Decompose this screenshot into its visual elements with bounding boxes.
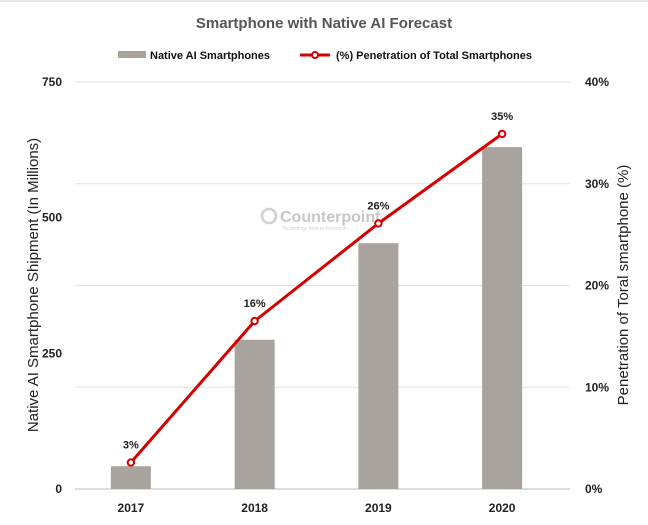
x-tick-label: 2017 [118, 501, 145, 515]
y-tick-label: 0 [55, 482, 62, 496]
watermark: Counterpoint Technology Market Research [260, 207, 381, 232]
data-label: 35% [491, 111, 513, 123]
data-label: 26% [367, 200, 389, 212]
bar [482, 147, 523, 489]
y2-tick-label: 20% [585, 279, 609, 293]
y2-tick-label: 40% [585, 75, 609, 89]
penetration-line [129, 132, 504, 464]
y2-tick-label: 0% [585, 482, 603, 496]
line-point [126, 458, 136, 467]
bar [110, 466, 151, 489]
line-point [374, 219, 383, 228]
x-tick-label: 2020 [489, 501, 516, 515]
line-point [497, 129, 507, 139]
y-axis-label: Native AI Smartphone Shipment (In Millio… [25, 138, 42, 432]
watermark-brand: Counterpoint [280, 209, 381, 226]
bar [358, 243, 399, 489]
y-tick-label: 250 [42, 346, 62, 360]
y-tick-label: 500 [42, 211, 62, 225]
x-tick-label: 2018 [241, 501, 268, 515]
data-label: 3% [123, 440, 139, 452]
counterpoint-logo-icon [260, 207, 278, 225]
y-tick-label: 750 [42, 75, 62, 89]
y2-tick-label: 10% [585, 380, 609, 394]
x-tick-label: 2019 [365, 501, 392, 515]
y2-tick-label: 30% [585, 177, 609, 191]
legend-line-label: (%) Penetration of Total Smartphones [336, 50, 532, 62]
legend-bar-label: Native AI Smartphones [150, 50, 270, 62]
legend-bar-swatch [118, 51, 146, 58]
line-point [250, 316, 259, 326]
legend-line-marker [311, 51, 319, 59]
watermark-tagline: Technology Market Research [282, 226, 347, 232]
bar [234, 339, 275, 489]
y2-axis-label: Penetration of Toral smartphone (%) [615, 165, 632, 406]
legend: Native AI Smartphones (%) Penetration of… [118, 50, 532, 62]
data-label: 16% [244, 298, 266, 310]
chart-title: Smartphone with Native AI Forecast [196, 15, 452, 32]
